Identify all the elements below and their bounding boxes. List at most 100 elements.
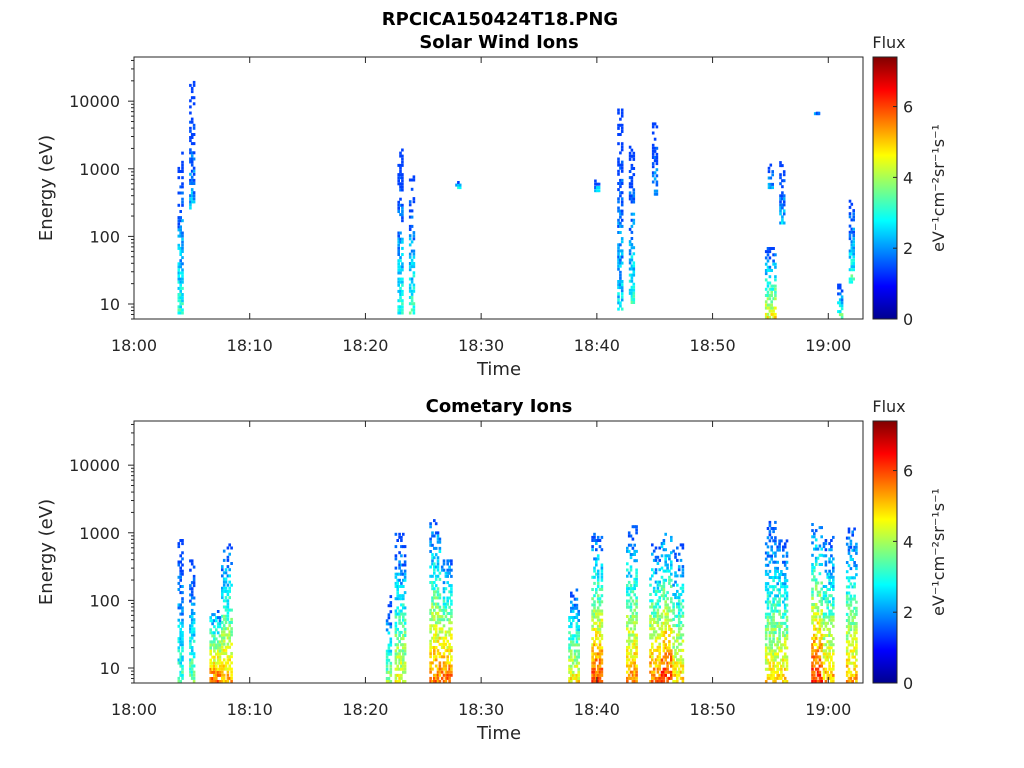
data-cell bbox=[845, 680, 849, 683]
data-cell bbox=[677, 617, 681, 621]
data-cell bbox=[780, 539, 783, 543]
data-cell bbox=[774, 316, 777, 319]
data-cell bbox=[820, 609, 823, 613]
data-cell bbox=[811, 618, 814, 622]
data-cell bbox=[681, 667, 685, 671]
data-cell bbox=[656, 624, 660, 628]
data-cell bbox=[410, 224, 414, 228]
data-cell bbox=[570, 591, 573, 595]
data-cell bbox=[399, 271, 402, 275]
data-cell bbox=[631, 676, 635, 680]
data-cell bbox=[783, 612, 787, 616]
data-cell bbox=[438, 673, 442, 677]
data-cell bbox=[630, 212, 634, 216]
data-cell bbox=[652, 558, 656, 562]
data-cell bbox=[631, 630, 635, 634]
data-cell bbox=[772, 667, 775, 671]
data-cell bbox=[653, 177, 657, 181]
data-cell bbox=[766, 297, 770, 301]
x-tick-label: 18:10 bbox=[227, 336, 273, 355]
data-cell bbox=[577, 680, 580, 683]
data-cell bbox=[779, 161, 782, 165]
data-cell bbox=[635, 642, 638, 646]
data-cell bbox=[591, 670, 594, 674]
data-cell bbox=[575, 628, 579, 632]
data-cell bbox=[398, 673, 401, 677]
data-cell bbox=[448, 618, 451, 622]
data-cell bbox=[412, 286, 416, 290]
data-cell bbox=[181, 296, 184, 300]
data-cell bbox=[410, 299, 414, 303]
data-cell bbox=[568, 655, 571, 659]
data-cell bbox=[575, 588, 579, 592]
data-cell bbox=[814, 667, 818, 671]
data-cell bbox=[192, 166, 196, 170]
data-cell bbox=[768, 306, 772, 310]
data-cell bbox=[400, 609, 403, 613]
data-cell bbox=[772, 576, 775, 579]
data-cell bbox=[577, 643, 580, 647]
data-cell bbox=[568, 646, 571, 650]
data-cell bbox=[662, 548, 666, 552]
data-cell bbox=[192, 602, 196, 606]
data-cell bbox=[410, 308, 414, 312]
data-cell bbox=[177, 203, 181, 207]
x-tick-label: 18:00 bbox=[111, 336, 157, 355]
data-cell bbox=[813, 627, 816, 631]
data-cell bbox=[179, 299, 182, 303]
data-cell bbox=[431, 543, 434, 547]
data-cell bbox=[626, 615, 629, 618]
data-cell bbox=[766, 253, 770, 257]
data-cell bbox=[444, 630, 448, 634]
data-cell bbox=[635, 559, 638, 563]
data-cell bbox=[778, 676, 781, 680]
data-cell bbox=[591, 615, 594, 619]
data-cell bbox=[575, 677, 579, 680]
data-cell bbox=[230, 627, 233, 631]
data-cell bbox=[221, 673, 224, 677]
data-cell bbox=[824, 554, 828, 558]
data-cell bbox=[434, 636, 438, 640]
data-cell bbox=[619, 273, 622, 277]
data-cell bbox=[672, 680, 675, 683]
data-cell bbox=[776, 670, 779, 674]
x-axis-label: Time bbox=[476, 723, 521, 744]
data-cell bbox=[412, 271, 416, 275]
data-cell bbox=[664, 612, 667, 616]
data-cell bbox=[444, 670, 448, 674]
data-cell bbox=[630, 279, 634, 283]
data-cell bbox=[192, 618, 196, 622]
data-cell bbox=[848, 249, 852, 253]
data-cell bbox=[190, 160, 194, 164]
data-cell bbox=[768, 256, 772, 260]
data-cell bbox=[820, 547, 823, 551]
data-cell bbox=[629, 627, 633, 631]
data-cell bbox=[403, 545, 407, 549]
data-cell bbox=[593, 539, 596, 542]
data-cell bbox=[662, 588, 666, 591]
data-cell bbox=[855, 658, 858, 662]
data-cell bbox=[431, 581, 434, 584]
data-cell bbox=[670, 630, 673, 634]
data-cell bbox=[408, 178, 412, 182]
data-cell bbox=[651, 543, 654, 547]
data-cell bbox=[575, 634, 579, 638]
data-cell bbox=[633, 639, 636, 643]
data-cell bbox=[398, 667, 401, 671]
data-cell bbox=[399, 231, 402, 235]
data-cell bbox=[652, 661, 656, 665]
data-cell bbox=[840, 301, 844, 305]
data-cell bbox=[681, 624, 685, 628]
data-cell bbox=[814, 643, 818, 647]
data-cell bbox=[617, 246, 620, 250]
data-cell bbox=[396, 612, 399, 616]
data-cell bbox=[774, 670, 777, 674]
data-cell bbox=[400, 667, 403, 671]
data-cell bbox=[389, 652, 393, 656]
data-cell bbox=[596, 664, 600, 668]
data-cell bbox=[668, 627, 671, 631]
data-cell bbox=[811, 621, 814, 625]
data-cell bbox=[779, 194, 782, 198]
data-cell bbox=[649, 577, 652, 581]
data-cell bbox=[627, 534, 631, 538]
